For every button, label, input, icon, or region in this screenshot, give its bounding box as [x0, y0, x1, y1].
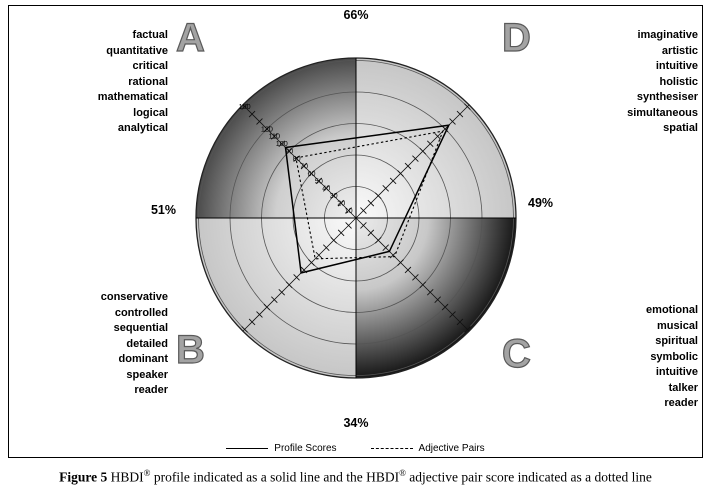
adjective: reader [134, 384, 168, 396]
legend: Profile Scores Adjective Pairs [0, 443, 711, 454]
adjective: factual [132, 29, 168, 41]
adjective: symbolic [650, 350, 698, 363]
legend-item-adjective: Adjective Pairs [370, 443, 485, 454]
percent-bottom: 34% [343, 416, 369, 430]
registered-mark: ® [399, 468, 406, 478]
adjective: reader [664, 397, 698, 409]
quadrant-c-adjectives: emotional musical spiritual symbolic int… [558, 303, 698, 412]
adjective: spatial [663, 122, 698, 134]
solid-line-swatch [226, 448, 269, 449]
quadrant-d-adjectives: imaginative artistic intuitive holistic … [558, 28, 698, 137]
adjective: musical [657, 319, 698, 332]
svg-text:100: 100 [276, 139, 288, 148]
figure-caption: Figure 5 HBDI® profile indicated as a so… [10, 468, 701, 486]
svg-text:80: 80 [293, 154, 301, 163]
quadrant-letter-c: C [501, 332, 531, 376]
svg-text:50: 50 [315, 176, 323, 185]
svg-text:20: 20 [337, 199, 345, 208]
quadrant-b-adjectives: conservative controlled sequential detai… [30, 290, 168, 399]
svg-text:10: 10 [345, 206, 353, 215]
svg-text:90: 90 [285, 147, 293, 156]
svg-text:110: 110 [269, 132, 280, 141]
adjective: quantitative [106, 44, 168, 57]
caption-text: HBDI [107, 469, 144, 485]
adjective: holistic [659, 75, 698, 88]
svg-text:120: 120 [261, 124, 273, 133]
adjective: talker [668, 381, 698, 394]
adjective: emotional [646, 304, 698, 316]
svg-text:40: 40 [322, 184, 330, 193]
adjective: rational [128, 75, 168, 88]
svg-text:150: 150 [239, 102, 251, 111]
legend-item-profile: Profile Scores [226, 443, 337, 454]
adjective: artistic [661, 44, 698, 57]
adjective: synthesiser [636, 91, 698, 103]
adjective: intuitive [655, 60, 698, 72]
dashed-line-swatch [370, 448, 413, 449]
registered-mark: ® [143, 468, 151, 478]
adjective: conservative [100, 291, 168, 303]
adjective: spiritual [655, 335, 698, 347]
adjective: mathematical [97, 91, 168, 103]
adjective: intuitive [655, 366, 698, 378]
legend-adjective-label: Adjective Pairs [418, 443, 485, 454]
adjective: simultaneous [627, 106, 698, 119]
svg-text:30: 30 [330, 191, 338, 200]
percent-left: 51% [150, 203, 176, 217]
caption-text: profile indicated as a solid line and th… [150, 469, 400, 485]
adjective: speaker [126, 368, 168, 381]
percent-right: 49% [528, 196, 554, 210]
quadrant-a-adjectives: factual quantitative critical rational m… [30, 28, 168, 137]
percent-top: 66% [343, 8, 369, 22]
quadrant-letter-a: A [175, 16, 205, 60]
legend-profile-label: Profile Scores [274, 443, 337, 454]
adjective: logical [133, 106, 168, 119]
quadrant-letter-d: D [501, 16, 531, 60]
adjective: controlled [114, 306, 168, 319]
caption-figure-label: Figure 5 [59, 469, 108, 485]
adjective: analytical [117, 122, 168, 134]
adjective: imaginative [637, 29, 698, 41]
svg-text:70: 70 [300, 161, 308, 170]
adjective: sequential [113, 322, 168, 334]
quadrant-letter-b: B [175, 328, 205, 372]
adjective: dominant [118, 353, 169, 365]
caption-text: adjective pair score indicated as a dott… [405, 469, 652, 485]
adjective: detailed [126, 337, 168, 350]
svg-text:60: 60 [308, 169, 316, 178]
adjective: critical [132, 60, 168, 72]
